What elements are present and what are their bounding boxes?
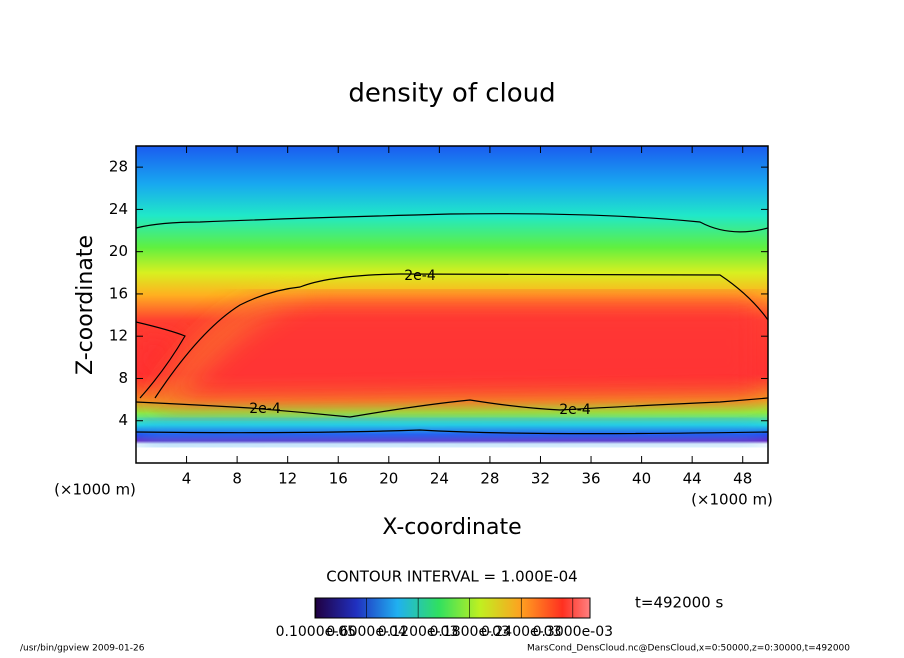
colorbar-tick-label: 0.6000e-04 [326, 624, 407, 640]
plot-frame [135, 145, 769, 464]
footer-right: MarsCond_DensCloud.nc@DensCloud,x=0:5000… [527, 644, 850, 654]
colorbar-tick-label: 0.1800e-03 [429, 624, 509, 640]
field [136, 146, 768, 463]
x-tick-label: 48 [733, 470, 752, 488]
chart-title: density of cloud [348, 79, 555, 109]
y-tick-label: 12 [109, 327, 128, 345]
x-tick-label: 16 [329, 470, 348, 488]
colorbar-tick-label: 0.1200e-03 [378, 624, 458, 640]
x-tick-label: 8 [232, 470, 242, 488]
time-label: t=492000 s [635, 594, 723, 612]
footer-left: /usr/bin/gpview 2009-01-26 [20, 644, 145, 654]
x-tick-label: 28 [480, 470, 499, 488]
x-tick-label: 12 [278, 470, 297, 488]
x-tick-label: 32 [531, 470, 550, 488]
x-tick-label: 40 [632, 470, 651, 488]
y-tick-label: 16 [109, 284, 128, 302]
y-tick-label: 4 [118, 411, 128, 429]
contour-label: 2e-4 [404, 268, 436, 284]
colorbar-tick-label: 0.1000e-05 [276, 624, 356, 640]
y-tick-label: 20 [109, 242, 128, 260]
y-tick-label: 28 [109, 158, 128, 176]
y-axis-label: Z-coordinate [73, 235, 98, 375]
colorbar [314, 597, 591, 619]
colorbar-tick-label: 0.2400e-03 [481, 624, 561, 640]
y-tick-label: 24 [109, 200, 128, 218]
contour-label: 2e-4 [559, 402, 591, 418]
x-tick-label: 44 [683, 470, 702, 488]
contour-label: 2e-4 [249, 401, 281, 417]
colorbar-tick-label: 0.3000e-03 [533, 624, 613, 640]
y-unit: (×1000 m) [54, 481, 136, 499]
x-unit: (×1000 m) [691, 491, 773, 509]
contour-lines [136, 213, 768, 435]
x-tick-label: 20 [379, 470, 398, 488]
contour-interval: CONTOUR INTERVAL = 1.000E-04 [326, 568, 577, 586]
y-tick-label: 8 [118, 369, 128, 387]
x-axis-label: X-coordinate [382, 515, 521, 540]
x-tick-label: 24 [430, 470, 449, 488]
x-tick-label: 4 [182, 470, 192, 488]
x-tick-label: 36 [581, 470, 600, 488]
